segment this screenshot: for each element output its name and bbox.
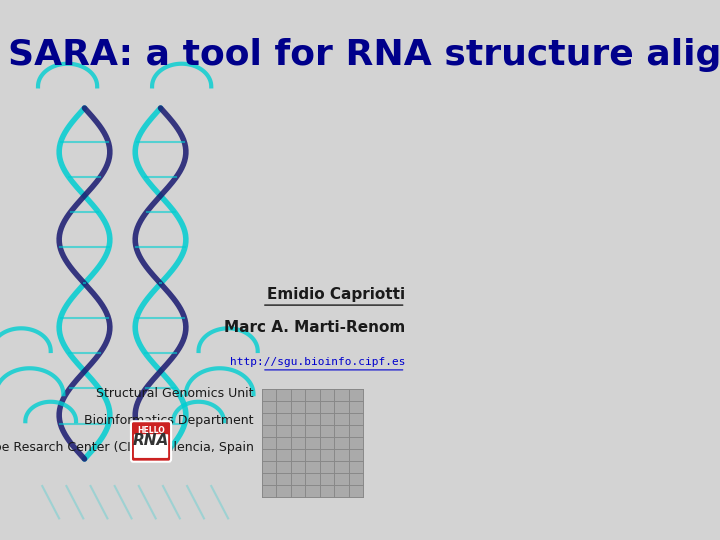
Text: SARA: a tool for RNA structure alignment: SARA: a tool for RNA structure alignment xyxy=(9,38,720,72)
Text: HELLO: HELLO xyxy=(137,426,165,435)
Text: RNA: RNA xyxy=(133,433,169,448)
Text: Structural Genomics Unit: Structural Genomics Unit xyxy=(96,387,253,400)
Text: http://sgu.bioinfo.cipf.es: http://sgu.bioinfo.cipf.es xyxy=(230,357,405,367)
FancyBboxPatch shape xyxy=(131,421,171,462)
Text: Prince Felipe Resarch Center (CIPF), Valencia, Spain: Prince Felipe Resarch Center (CIPF), Val… xyxy=(0,441,253,454)
Bar xyxy=(262,389,364,497)
FancyBboxPatch shape xyxy=(134,434,168,458)
Text: Marc A. Marti-Renom: Marc A. Marti-Renom xyxy=(225,320,405,335)
Text: Bioinformatics Department: Bioinformatics Department xyxy=(84,414,253,427)
Text: Emidio Capriotti: Emidio Capriotti xyxy=(267,287,405,302)
